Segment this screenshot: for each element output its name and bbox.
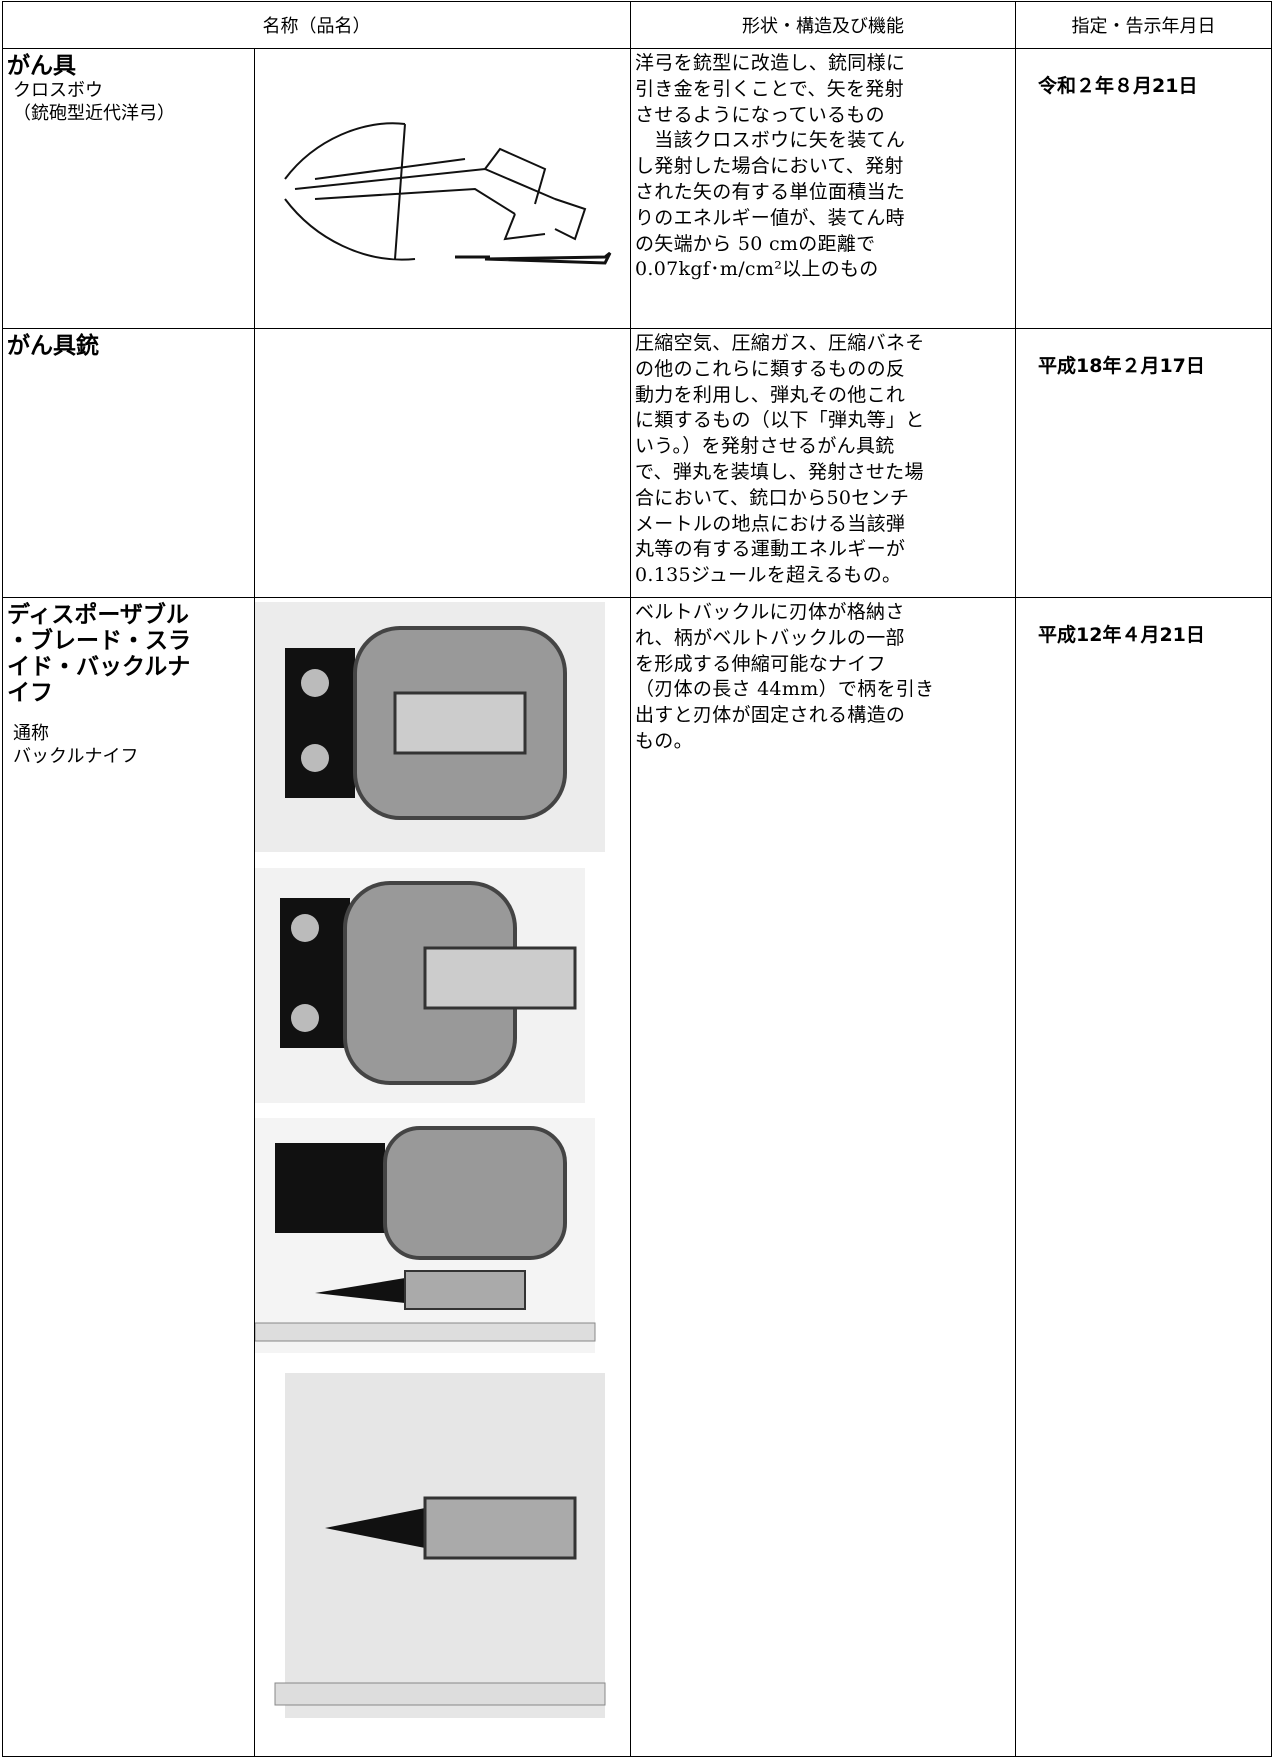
name-cell: がん具 クロスボウ （銃砲型近代洋弓） [2,48,255,329]
item-name: がん具 [7,53,76,79]
description-line: 引き金を引くことで、矢を発射 [635,77,904,100]
item-subname: 通称 [13,723,49,744]
item-subname: クロスボウ [13,80,103,101]
image-cell [254,48,631,329]
name-cell: がん具銃 [2,328,255,598]
item-subname: （銃砲型近代洋弓） [13,103,175,124]
description-line: を形成する伸縮可能なナイフ [635,652,886,675]
description-line: 出すと刃体が固定される構造の [635,704,906,727]
description-line: 丸等の有する運動エネルギーが [635,538,906,561]
description-cell: 圧縮空気、圧縮ガス、圧縮バネそ の他のこれらに類するものの反 動力を利用し、弾丸その… [630,328,1016,598]
description-line: の矢端から 50 cmの距離で [635,232,876,255]
item-name: イド・バックルナ [7,654,191,680]
row: がん具銃 圧縮空気、圧縮ガス、圧縮バネそ の他のこれらに類するものの反 動力を利用し… [2,328,1272,598]
description-line: で、弾丸を装填し、発射させた場 [635,460,924,483]
description-line: いう。）を発射させるがん具銃 [635,435,895,458]
description-line: もの。 [635,729,693,752]
header-cell: 名称（品名） [2,1,631,49]
name-cell: ディスポーザブル ・ブレード・スラ イド・バックルナ イフ通称 バックルナイフ [2,597,255,1757]
date-cell: 令和２年８月21日 [1015,48,1272,329]
description-line: 圧縮空気、圧縮ガス、圧縮バネそ [635,332,925,354]
item-subname: バックルナイフ [13,746,139,767]
description-line: 当該クロスボウに矢を装てん [635,129,906,152]
description-line: された矢の有する単位面積当た [635,180,906,203]
item-name: がん具銃 [7,333,99,359]
header-cell: 形状・構造及び機能 [630,1,1016,49]
date-cell: 平成18年２月17日 [1015,328,1272,598]
description-line: し発射した場合において、発射 [635,155,904,178]
header-row: 名称（品名） 形状・構造及び機能 指定・告示年月日 [2,1,1272,49]
crossbow-sketch [284,122,612,265]
description-line: 合において、銃口から50センチ [635,486,910,509]
description-line: 動力を利用し、弾丸その他これ [635,383,906,406]
description-line: れ、柄がベルトバックルの一部 [635,626,905,649]
row: がん具 クロスボウ （銃砲型近代洋弓） 洋弓を銃型に改造し、銃同様に 引き金を引くこと… [2,48,1272,329]
image-cell [254,597,631,1757]
item-name: ・ブレード・スラ [7,628,191,654]
row: ディスポーザブル ・ブレード・スラ イド・バックルナ イフ通称 バックルナイフ [2,597,1272,1757]
description-line: 洋弓を銃型に改造し、銃同様に [635,52,906,74]
item-name: ディスポーザブル [7,602,189,628]
description-cell: ベルトバックルに刃体が格納さ れ、柄がベルトバックルの一部 を形成する伸縮可能なナイ… [630,597,1016,1757]
description-line: 0.135ジュールを超えるもの。 [635,564,902,587]
description-line: （刃体の長さ 44mm）で柄を引き [635,678,935,701]
description-cell: 洋弓を銃型に改造し、銃同様に 引き金を引くことで、矢を発射 させるようになっているも… [630,48,1016,329]
description-line: に類するもの（以下「弾丸等」と [635,409,925,432]
description-line: 0.07kgf･m/cm²以上のもの [635,258,879,281]
buckle-photos [255,602,606,1718]
item-name: イフ [7,680,53,706]
header-cell: 指定・告示年月日 [1015,1,1272,49]
description-line: の他のこれらに類するものの反 [635,357,906,380]
description-line: させるようになっているもの [635,103,885,126]
date-cell: 平成12年４月21日 [1015,597,1272,1757]
description-line: りのエネルギー値が、装てん時 [635,206,905,229]
description-line: ベルトバックルに刃体が格納さ [635,601,905,623]
image-cell [254,328,631,598]
description-line: メートルの地点における当該弾 [635,512,906,535]
